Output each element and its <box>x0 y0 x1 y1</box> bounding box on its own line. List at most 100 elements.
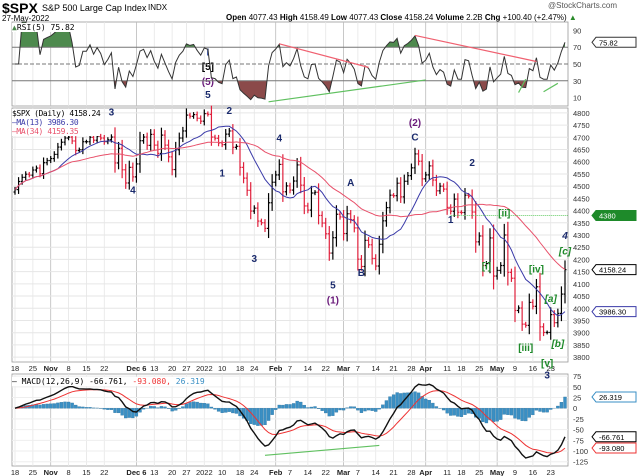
macd-histogram-bar <box>456 408 460 417</box>
brand-logo: @StockCharts.com <box>548 1 618 10</box>
macd-histogram-bar <box>413 391 417 409</box>
macd-histogram-bar <box>531 408 535 416</box>
x-tick-label: 7 <box>356 468 360 476</box>
price-bar <box>363 230 367 277</box>
macd-histogram-bar <box>227 408 231 412</box>
x-tick-label: 7 <box>356 364 360 373</box>
support-label-box <box>591 209 637 221</box>
x-tick-label: 25 <box>475 468 483 476</box>
x-tick-label: Nov <box>44 364 59 373</box>
ma34-line <box>14 141 566 270</box>
y-tick-label: 3800 <box>573 353 590 362</box>
macd-histogram-bar <box>563 396 567 409</box>
x-tick-label: 21 <box>389 468 397 476</box>
price-bar <box>542 323 546 337</box>
rsi-tick-label: 90 <box>573 26 581 35</box>
price-bar <box>434 174 438 196</box>
price-bar <box>81 137 85 155</box>
price-bar <box>209 105 213 146</box>
x-tick-label: 24 <box>250 364 258 373</box>
macd-histogram-bar <box>491 408 496 422</box>
price-bar <box>177 132 181 156</box>
macd-histogram-bar <box>56 402 60 409</box>
x-tick-label: 28 <box>407 468 415 476</box>
macd-histogram-bar <box>102 408 106 410</box>
macd-histogram-bar <box>459 408 464 417</box>
price-bar <box>367 237 371 249</box>
price-legend: $SPX (Daily) 4158.24 —MA(13) 3986.30 —MA… <box>12 109 101 136</box>
price-bar <box>213 134 217 141</box>
macd-histogram-bar <box>356 408 360 411</box>
macd-histogram-bar <box>206 403 210 409</box>
wave-label: 3 <box>109 107 115 118</box>
x-tick-label: 16 <box>529 364 537 373</box>
x-tick-label: 8 <box>66 468 70 476</box>
price-bar <box>238 138 242 176</box>
y-tick-label: 4500 <box>573 182 590 191</box>
trendline <box>414 34 537 63</box>
macd-histogram-bar <box>88 407 92 409</box>
macd-histogram-bar <box>366 408 371 411</box>
macd-histogram-bar <box>370 408 374 411</box>
wave-label: 5 <box>205 90 211 101</box>
y-tick-label: 4300 <box>573 231 590 240</box>
macd-histogram-bar <box>541 408 546 413</box>
macd-histogram-bar <box>495 408 499 422</box>
x-tick-label: 18 <box>236 364 244 373</box>
wave-label: 3 <box>252 254 258 265</box>
macd-tick-label: -75 <box>573 436 584 445</box>
price-bar <box>299 156 303 194</box>
price-bar <box>192 112 196 119</box>
macd-histogram-bar <box>327 408 331 417</box>
wave-label: [iii] <box>518 343 533 354</box>
macd-histogram-bar <box>381 404 385 409</box>
x-tick-label: 22 <box>322 364 330 373</box>
macd-histogram-bar <box>209 406 214 409</box>
x-tick-label: 7 <box>288 364 292 373</box>
macd-histogram-bar <box>295 400 299 409</box>
macd-histogram-bar <box>234 408 239 414</box>
macd-histogram-bar <box>399 393 403 409</box>
price-bar <box>463 188 467 220</box>
x-tick-label: 13 <box>150 468 158 476</box>
price-bar <box>127 160 131 190</box>
price-bar <box>120 139 124 179</box>
x-tick-label: 18 <box>236 468 244 476</box>
last-price-tag-box <box>591 264 637 276</box>
x-tick-label: Feb <box>269 468 283 476</box>
price-bar <box>531 299 535 310</box>
price-bar <box>188 112 192 119</box>
x-tick-label: 18 <box>457 468 465 476</box>
y-tick-label: 4050 <box>573 292 590 301</box>
price-bar <box>381 211 385 254</box>
ma13-legend: —MA(13) 3986.30 <box>12 118 79 127</box>
macd-histogram-bar <box>338 408 342 411</box>
wave-label: 5 <box>330 281 336 292</box>
price-bar <box>267 193 271 239</box>
x-tick-label: 22 <box>100 468 108 476</box>
price-bar <box>145 132 149 150</box>
price-bar <box>477 232 481 246</box>
price-bar <box>274 170 278 187</box>
macd-histogram-bar <box>538 408 542 412</box>
rsi-tick-label: 70 <box>573 43 581 52</box>
price-bar <box>270 174 274 211</box>
price-bar <box>524 321 528 328</box>
price-bar <box>488 228 492 274</box>
price-bar <box>202 109 206 126</box>
x-tick-label: 18 <box>11 364 19 373</box>
wave-label: [v] <box>541 358 553 369</box>
macd-histogram-bar <box>266 408 271 421</box>
macd-histogram-bar <box>520 408 524 421</box>
y-tick-label: 4700 <box>573 133 590 142</box>
macd-histogram-bar <box>70 402 74 409</box>
wave-label: [a] <box>544 294 558 305</box>
price-bar <box>459 210 463 215</box>
trendline <box>518 78 527 93</box>
price-bar <box>242 162 246 184</box>
exchange: INDX <box>148 3 168 12</box>
price-bar <box>131 162 135 182</box>
wave-label: 1 <box>448 215 454 226</box>
macd-histogram-bar <box>334 408 339 413</box>
